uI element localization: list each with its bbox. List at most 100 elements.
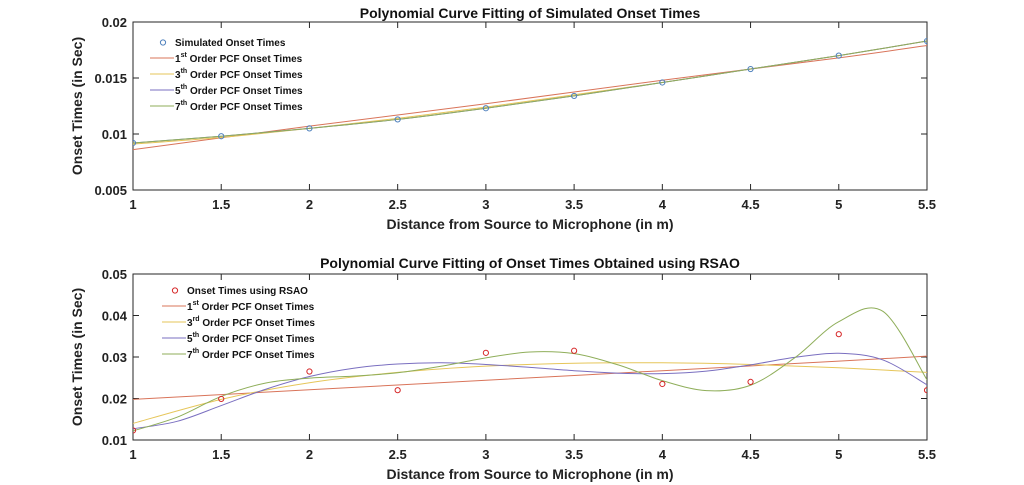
legend-order-text: Order PCF Onset Times [199,302,315,313]
data-point [659,79,666,86]
x-tick-label: 1.5 [212,447,230,462]
y-tick-label: 0.02 [102,392,127,407]
x-tick-label: 3.5 [565,197,583,212]
data-point [218,133,225,140]
chart-simulated-onset-times: Polynomial Curve Fitting of Simulated On… [69,5,936,232]
x-tick-label: 2.5 [389,197,407,212]
legend-entry-fit: 5th Order PCF Onset Times [187,332,315,345]
x-tick-label: 4.5 [742,197,760,212]
fit-line-order-7 [133,40,927,144]
data-point [835,52,842,59]
legend-order-number: 5 [187,334,193,345]
x-tick-label: 1 [129,197,136,212]
legend-order-suffix: rd [193,316,200,323]
x-tick-label: 5 [835,447,842,462]
data-point [306,125,313,132]
legend-entry-fit: 3rd Order PCF Onset Times [187,316,315,329]
legend-order-number: 7 [175,102,181,113]
y-tick-label: 0.01 [102,433,127,448]
x-tick-label: 2 [306,447,313,462]
x-tick-label: 4 [659,447,667,462]
x-tick-label: 5 [835,197,842,212]
x-tick-label: 1.5 [212,197,230,212]
data-point [835,331,842,338]
y-tick-label: 0.03 [102,350,127,365]
data-point [133,427,137,434]
y-tick-label: 0.01 [102,127,127,142]
legend-order-suffix: st [193,300,200,307]
legend-order-number: 3 [175,70,181,81]
data-point [218,395,225,403]
legend-order-text: Order PCF Onset Times [187,102,303,113]
data-point [747,378,754,385]
legend-entry-fit: 7th Order PCF Onset Times [187,348,315,361]
x-tick-label: 1 [129,447,136,462]
y-axis-label: Onset Times (in Sec) [69,37,85,175]
data-point [923,387,927,394]
x-tick-label: 3 [482,447,489,462]
chart-title: Polynomial Curve Fitting of Onset Times … [320,255,740,271]
x-tick-label: 3 [482,197,489,212]
x-tick-label: 5.5 [918,197,936,212]
legend-order-text: Order PCF Onset Times [199,334,315,345]
data-point [923,37,927,45]
x-tick-label: 4.5 [742,447,760,462]
data-point [394,387,401,394]
legend-order-text: Order PCF Onset Times [187,70,303,81]
plot-area [132,21,928,191]
legend-marker [171,287,179,294]
x-tick-label: 4 [659,197,667,212]
series-group [133,307,927,434]
data-point [394,116,401,123]
x-tick-label: 2 [306,197,313,212]
x-tick-label: 2.5 [389,447,407,462]
y-tick-label: 0.04 [102,309,128,324]
x-axis-label: Distance from Source to Microphone (in m… [386,216,673,232]
data-point [133,139,137,147]
legend-entry-fit: 3th Order PCF Onset Times [175,68,303,81]
y-tick-label: 0.015 [94,71,127,86]
data-point [659,380,666,388]
legend-entry-points: Onset Times using RSAO [187,286,308,297]
legend-entry-fit: 1st Order PCF Onset Times [175,52,303,65]
legend-order-number: 1 [175,54,181,65]
y-tick-label: 0.005 [94,183,127,198]
legend-order-text: Order PCF Onset Times [200,318,316,329]
y-tick-label: 0.05 [102,267,127,282]
legend-order-suffix: th [181,84,188,91]
legend-entry-fit: 7th Order PCF Onset Times [175,100,303,113]
data-point [482,105,489,112]
series-group [133,37,927,151]
legend-entry-points: Simulated Onset Times [175,38,286,49]
legend-order-suffix: th [181,68,188,75]
fit-line-order-3 [133,362,927,424]
legend-order-suffix: th [181,100,188,107]
x-tick-label: 3.5 [565,447,583,462]
legend: Onset Times using RSAO 1st Order PCF Onse… [162,286,315,361]
legend-order-suffix: th [193,348,200,355]
legend-order-text: Order PCF Onset Times [187,86,303,97]
legend: Simulated Onset Times 1st Order PCF Onset… [150,38,303,113]
legend-order-suffix: st [181,52,188,59]
data-point [747,65,754,73]
chart-title: Polynomial Curve Fitting of Simulated On… [360,5,701,21]
fit-line-order-1 [133,355,927,400]
legend-order-number: 7 [187,350,193,361]
legend-entry-fit: 1st Order PCF Onset Times [187,300,315,313]
x-tick-label: 5.5 [918,447,936,462]
data-point [571,92,578,100]
x-axis-label: Distance from Source to Microphone (in m… [386,466,673,482]
data-point [482,349,489,356]
chart-rsao-onset-times: Polynomial Curve Fitting of Onset Times … [69,255,936,482]
legend-order-text: Order PCF Onset Times [199,350,315,361]
legend-order-text: Order PCF Onset Times [187,54,303,65]
legend-order-number: 1 [187,302,193,313]
fit-line-order-7 [133,307,927,432]
legend-order-number: 3 [187,318,193,329]
y-axis-label: Onset Times (in Sec) [69,288,85,426]
data-point [306,368,313,375]
legend-marker [159,39,167,46]
legend-order-number: 5 [175,86,181,97]
y-tick-label: 0.02 [102,15,127,30]
legend-order-suffix: th [193,332,200,339]
